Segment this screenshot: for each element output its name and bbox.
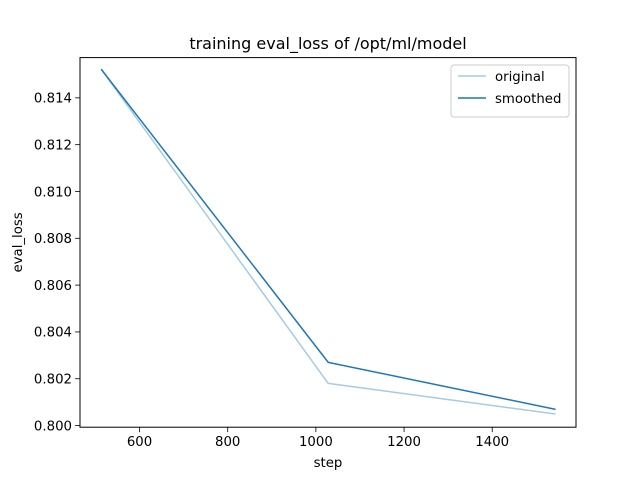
x-axis: 600 800 1000 1200 1400	[127, 427, 509, 450]
y-tick-label: 0.804	[34, 326, 72, 341]
x-tick-label: 1200	[387, 435, 421, 450]
y-tick-label: 0.810	[34, 185, 72, 200]
legend-label-original: original	[495, 70, 545, 85]
x-tick-label: 800	[215, 435, 240, 450]
legend-box	[450, 64, 570, 118]
x-tick-label: 600	[127, 435, 152, 450]
series-line-smoothed	[100, 68, 556, 411]
plot-lines	[100, 68, 556, 415]
y-axis: 0.800 0.802 0.804 0.806 0.808 0.810 0.812 0.814	[34, 92, 80, 434]
legend: original smoothed	[450, 64, 570, 118]
y-tick-label: 0.814	[34, 92, 72, 107]
y-tick-label: 0.806	[34, 279, 72, 294]
y-tick-label: 0.800	[34, 419, 72, 434]
x-tick-label: 1400	[475, 435, 509, 450]
series-line-original	[100, 68, 556, 415]
y-tick-label: 0.812	[34, 138, 72, 153]
plot-frame	[79, 57, 577, 428]
x-tick-label: 1000	[299, 435, 333, 450]
chart-title: training eval_loss of /opt/ml/model	[189, 34, 466, 54]
y-tick-label: 0.808	[34, 232, 72, 247]
y-axis-label: eval_loss	[11, 212, 26, 272]
x-axis-label: step	[314, 456, 343, 471]
legend-label-smoothed: smoothed	[495, 92, 561, 107]
y-tick-label: 0.802	[34, 373, 72, 388]
